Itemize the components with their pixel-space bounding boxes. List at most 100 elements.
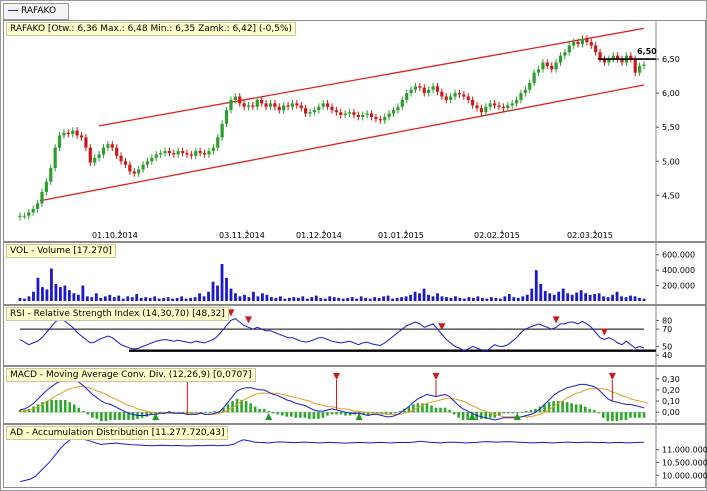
candle-body xyxy=(172,153,176,155)
y-tick-label: 4,50 xyxy=(662,191,680,200)
candle-body xyxy=(391,110,396,114)
macd-histogram-bar xyxy=(443,407,447,413)
candle-body xyxy=(22,215,26,217)
volume-bar xyxy=(229,288,233,301)
macd-histogram-bar xyxy=(294,412,298,418)
volume-bar xyxy=(422,288,426,301)
volume-bar xyxy=(94,293,98,301)
y-tick-label: 0,10 xyxy=(662,397,680,406)
candle-body xyxy=(541,62,545,70)
candle-body xyxy=(268,103,273,107)
volume-bar xyxy=(494,297,498,301)
macd-histogram-bar xyxy=(624,412,628,420)
macd-histogram-bar xyxy=(466,412,469,420)
candle-body xyxy=(519,93,523,100)
volume-bar xyxy=(36,277,40,301)
candle-body xyxy=(409,89,413,94)
macd-histogram-bar xyxy=(525,411,528,413)
volume-bar xyxy=(530,288,534,301)
candle-body xyxy=(365,113,369,115)
y-tick-label: 10.500.000 xyxy=(662,458,707,467)
volume-bar xyxy=(404,296,408,301)
macd-histogram-bar xyxy=(59,399,62,413)
candle-body xyxy=(167,151,172,154)
candle-body xyxy=(62,132,66,136)
volume-bar xyxy=(463,298,466,301)
rsi-line xyxy=(19,318,645,353)
macd-histogram-bar xyxy=(448,409,451,413)
macd-histogram-bar xyxy=(335,412,338,415)
volume-bar xyxy=(337,297,341,301)
macd-histogram-bar xyxy=(498,412,501,416)
price-panel[interactable]: RAFAKO [Otw.: 6,36 Max.: 6,48 Min.: 6,35… xyxy=(3,20,706,242)
macd-histogram-bar xyxy=(611,412,614,422)
x-tick-label: 03.11.2014 xyxy=(219,231,265,240)
candle-body xyxy=(572,42,576,46)
candle-body xyxy=(356,114,360,117)
candle-body xyxy=(514,99,519,104)
volume-bar xyxy=(624,297,628,301)
candle-body xyxy=(18,215,22,218)
candle-body xyxy=(317,106,321,111)
instrument-legend[interactable]: RAFAKO xyxy=(3,3,69,20)
candle-body xyxy=(189,154,193,156)
candle-body xyxy=(97,154,101,158)
candle-body xyxy=(233,96,237,100)
rsi-panel[interactable]: RSI - Relative Strength Index (14,30,70)… xyxy=(3,305,706,366)
candle-body xyxy=(123,161,128,165)
ad-panel[interactable]: AD - Accumulation Distribution [11.277.7… xyxy=(3,424,707,488)
volume-bar xyxy=(561,288,565,301)
volume-bar xyxy=(296,297,300,301)
volume-bar xyxy=(458,297,462,301)
y-tick-label: 6,50 xyxy=(662,55,680,64)
volume-bar xyxy=(350,297,354,301)
candle-body xyxy=(163,151,167,154)
macd-histogram-bar xyxy=(77,407,81,413)
macd-histogram-bar xyxy=(213,411,216,413)
y-tick-label: 0,30 xyxy=(662,375,680,384)
candle-body xyxy=(536,69,541,73)
volume-bar xyxy=(225,277,228,301)
macd-histogram-bar xyxy=(195,412,198,414)
macd-panel[interactable]: MACD - Moving Average Conv. Div. (12,26,… xyxy=(3,366,706,424)
price-panel-title: RAFAKO [Otw.: 6,36 Max.: 6,48 Min.: 6,35… xyxy=(6,22,297,36)
volume-bar xyxy=(238,296,242,301)
macd-histogram-bar xyxy=(583,406,587,413)
candle-body xyxy=(53,147,57,169)
macd-histogram-bar xyxy=(72,404,76,413)
last-price-label: 6,50 xyxy=(637,47,657,56)
candle-body xyxy=(633,59,637,73)
volume-bar xyxy=(642,298,646,301)
candle-body xyxy=(88,147,92,163)
macd-histogram-bar xyxy=(54,399,58,413)
macd-histogram-bar xyxy=(82,411,85,413)
volume-panel[interactable]: VOL - Volume [17.270] 600.000 400.000 200.… xyxy=(3,242,706,305)
macd-histogram-bar xyxy=(235,398,239,413)
macd-histogram-bar xyxy=(588,408,592,413)
macd-histogram-bar xyxy=(86,412,90,415)
y-tick-label: 10.000.000 xyxy=(662,471,707,480)
macd-histogram-bar xyxy=(457,412,460,418)
macd-histogram-bar xyxy=(421,403,424,413)
candle-body xyxy=(471,99,475,106)
candle-body xyxy=(145,161,150,165)
volume-bar xyxy=(449,297,453,301)
macd-histogram-bar xyxy=(516,412,519,414)
macd-histogram-bar xyxy=(597,412,601,414)
buy-signal-marker xyxy=(355,413,363,420)
volume-bar xyxy=(198,293,201,301)
volume-bar xyxy=(512,297,516,301)
macd-histogram-bar xyxy=(344,412,347,416)
candle-body xyxy=(27,212,31,216)
macd-histogram-bar xyxy=(258,408,261,413)
candle-body xyxy=(273,103,277,107)
volume-bar xyxy=(521,296,525,301)
volume-bar xyxy=(166,297,170,301)
volume-bar xyxy=(41,287,44,301)
macd-histogram-bar xyxy=(280,412,284,416)
volume-bar xyxy=(54,284,58,301)
macd-histogram-bar xyxy=(394,412,397,414)
macd-histogram-bar xyxy=(181,412,185,414)
volume-bar xyxy=(525,294,529,301)
candle-body xyxy=(475,105,479,109)
